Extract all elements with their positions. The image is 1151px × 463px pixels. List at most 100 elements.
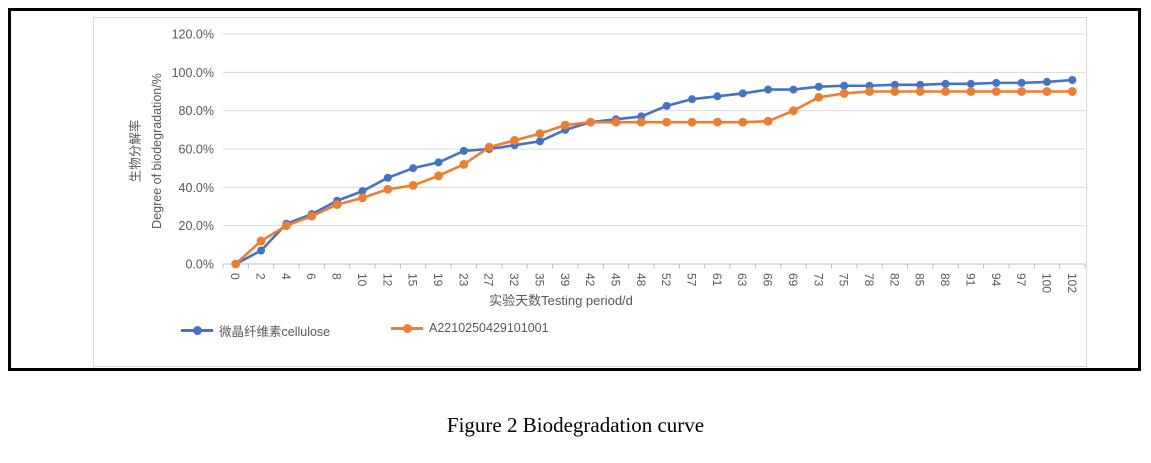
data-point[interactable] xyxy=(256,236,266,246)
data-point[interactable] xyxy=(713,92,722,101)
figure-caption: Figure 2 Biodegradation curve xyxy=(446,413,705,437)
legend-marker-sample-icon xyxy=(391,323,423,333)
data-point[interactable] xyxy=(1067,87,1077,96)
series-line-0[interactable] xyxy=(235,78,1073,266)
plot-area: 0.0% 20.0% 40.0% 60.0% 80.0% 100.0% 120.0% 0 2 4 6… xyxy=(172,28,1086,293)
x-tick-label: 6 xyxy=(304,273,318,280)
data-point[interactable] xyxy=(510,135,519,145)
x-tick-label: 82 xyxy=(887,273,901,287)
data-point[interactable] xyxy=(560,120,570,130)
legend-label-cellulose: 微晶纤维素cellulose xyxy=(219,325,331,339)
x-tick-label: 45 xyxy=(608,273,622,287)
data-point[interactable] xyxy=(966,87,976,96)
data-point[interactable] xyxy=(307,211,317,221)
data-point[interactable] xyxy=(434,158,443,167)
x-tick-label: 78 xyxy=(862,273,876,287)
data-point[interactable] xyxy=(586,117,596,127)
x-tick-label: 4 xyxy=(279,273,293,280)
y-tick-label: 0.0% xyxy=(186,258,215,272)
x-tick-label: 91 xyxy=(963,273,977,287)
data-point[interactable] xyxy=(611,117,621,127)
x-tick-label: 35 xyxy=(532,273,546,287)
data-point[interactable] xyxy=(408,181,418,190)
data-point[interactable] xyxy=(814,82,823,91)
data-point[interactable] xyxy=(789,106,798,116)
x-tick-label: 23 xyxy=(456,273,470,287)
data-point[interactable] xyxy=(1017,78,1026,87)
x-tick-label: 66 xyxy=(761,273,775,287)
data-point[interactable] xyxy=(840,81,849,90)
y-tick-label: 100.0% xyxy=(172,66,214,80)
data-point[interactable] xyxy=(688,95,697,104)
data-point[interactable] xyxy=(231,259,241,269)
data-point[interactable] xyxy=(687,117,697,127)
x-axis-title: 实验天数Testing period/d xyxy=(489,293,633,308)
x-tick-label: 42 xyxy=(583,273,597,287)
data-point[interactable] xyxy=(409,164,418,173)
data-point[interactable] xyxy=(738,117,748,127)
data-point[interactable] xyxy=(865,87,874,96)
data-point[interactable] xyxy=(1042,87,1052,96)
data-point[interactable] xyxy=(459,146,468,155)
data-point[interactable] xyxy=(662,101,671,110)
data-point[interactable] xyxy=(459,159,469,169)
data-point[interactable] xyxy=(916,80,925,89)
series-line-1[interactable] xyxy=(234,90,1073,265)
data-point[interactable] xyxy=(839,89,849,98)
data-point[interactable] xyxy=(1042,77,1051,86)
biodegradation-chart[interactable]: 0.0% 20.0% 40.0% 60.0% 80.0% 100.0% 120.0% 0 2 4 6… xyxy=(93,17,1087,367)
figure-box: 0.0% 20.0% 40.0% 60.0% 80.0% 100.0% 120.0% 0 2 4 6… xyxy=(8,8,1141,371)
data-point[interactable] xyxy=(281,221,291,231)
x-tick-label: 39 xyxy=(558,273,572,287)
legend-label-sample: A2210250429101001 xyxy=(429,321,549,335)
data-point[interactable] xyxy=(358,193,367,203)
data-point[interactable] xyxy=(535,137,544,146)
x-tick-label: 0 xyxy=(228,273,242,280)
data-point[interactable] xyxy=(738,89,747,98)
data-point[interactable] xyxy=(484,142,494,152)
x-tick-label: 57 xyxy=(685,273,699,287)
data-point[interactable] xyxy=(966,79,975,88)
y-tick-label: 40.0% xyxy=(179,181,214,195)
x-tick-label: 2 xyxy=(254,273,268,280)
data-point[interactable] xyxy=(434,171,443,181)
data-point[interactable] xyxy=(383,184,393,194)
data-point[interactable] xyxy=(764,85,773,94)
y-tick-label: 60.0% xyxy=(179,143,214,157)
y-tick-label: 120.0% xyxy=(172,28,214,42)
data-point[interactable] xyxy=(789,85,798,94)
data-point[interactable] xyxy=(1068,76,1077,84)
x-tick-label: 102 xyxy=(1065,273,1079,293)
y-tick-label: 80.0% xyxy=(179,104,214,118)
y-tick-label: 20.0% xyxy=(179,219,214,233)
data-point[interactable] xyxy=(941,87,950,96)
data-point[interactable] xyxy=(332,200,342,209)
data-point[interactable] xyxy=(383,173,392,182)
x-tick-label: 97 xyxy=(1014,273,1028,287)
data-point[interactable] xyxy=(814,92,824,102)
y-axis-title-cn: 生物分解率 xyxy=(128,119,143,183)
legend-item-sample[interactable]: A2210250429101001 xyxy=(391,321,549,335)
data-point[interactable] xyxy=(636,117,646,127)
data-point[interactable] xyxy=(941,79,950,88)
data-point[interactable] xyxy=(992,78,1001,87)
data-point[interactable] xyxy=(358,187,367,196)
data-point[interactable] xyxy=(1017,87,1027,96)
x-tick-label: 63 xyxy=(735,273,749,287)
data-point[interactable] xyxy=(763,116,773,126)
data-point[interactable] xyxy=(257,246,266,255)
data-point[interactable] xyxy=(535,129,545,139)
data-point[interactable] xyxy=(890,87,900,96)
data-point[interactable] xyxy=(890,80,899,89)
x-tick-label: 8 xyxy=(330,273,344,280)
y-axis-title-en: Degree of biodegradation/% xyxy=(150,73,164,229)
data-point[interactable] xyxy=(712,117,722,127)
x-tick-label: 88 xyxy=(938,273,952,287)
x-tick-label: 12 xyxy=(380,273,394,287)
data-point[interactable] xyxy=(991,87,1001,96)
legend-item-cellulose[interactable]: 微晶纤维素cellulose xyxy=(181,321,330,340)
x-tick-label: 19 xyxy=(431,273,445,287)
data-point[interactable] xyxy=(915,87,925,96)
data-point[interactable] xyxy=(662,117,672,127)
x-tick-label: 85 xyxy=(913,273,927,287)
